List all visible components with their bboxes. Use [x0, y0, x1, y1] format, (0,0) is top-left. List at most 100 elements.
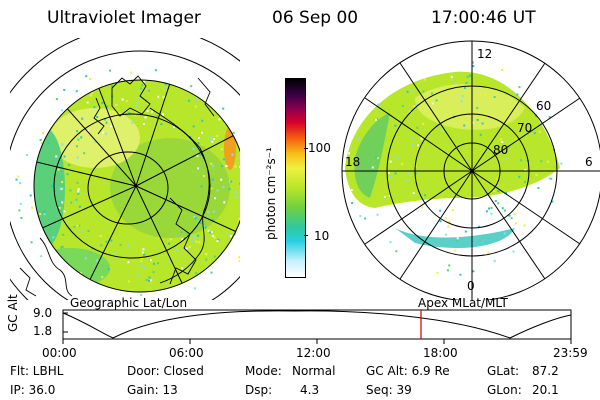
- noise-speck: [110, 125, 112, 128]
- noise-speck: [127, 261, 130, 264]
- noise-speck: [162, 113, 164, 116]
- noise-speck: [222, 158, 225, 161]
- noise-speck: [218, 118, 221, 121]
- noise-speck: [376, 157, 379, 159]
- noise-speck: [476, 119, 479, 121]
- noise-speck: [212, 210, 215, 213]
- orbit-ytick-max: 9.0: [33, 306, 53, 320]
- noise-speck: [145, 279, 148, 281]
- noise-speck: [412, 192, 415, 195]
- noise-speck: [501, 141, 504, 143]
- noise-speck: [85, 75, 88, 78]
- noise-speck: [460, 100, 463, 102]
- noise-speck: [512, 250, 515, 253]
- glon-label: GLon:: [487, 383, 522, 397]
- noise-speck: [121, 98, 124, 101]
- noise-speck: [144, 116, 147, 119]
- noise-speck: [238, 217, 240, 220]
- noise-speck: [504, 239, 507, 242]
- noise-speck: [75, 198, 78, 201]
- noise-speck: [143, 266, 145, 269]
- noise-speck: [466, 114, 469, 117]
- noise-speck: [40, 141, 43, 144]
- noise-speck: [376, 213, 379, 216]
- noise-speck: [216, 189, 219, 192]
- orbit-xtick-4: 23:59: [553, 346, 588, 360]
- noise-speck: [81, 117, 84, 120]
- noise-speck: [436, 271, 439, 274]
- noise-speck: [148, 89, 151, 92]
- mode-label: Mode:: [245, 364, 282, 378]
- noise-speck: [143, 80, 145, 83]
- noise-speck: [180, 231, 183, 234]
- noise-speck: [43, 210, 46, 213]
- noise-speck: [411, 143, 413, 146]
- noise-speck: [501, 207, 504, 210]
- noise-speck: [186, 231, 189, 234]
- noise-speck: [194, 236, 197, 239]
- noise-speck: [73, 225, 76, 228]
- noise-speck: [19, 202, 22, 205]
- gain-value: Gain: 13: [127, 383, 178, 397]
- noise-speck: [493, 96, 496, 98]
- noise-speck: [185, 247, 188, 250]
- noise-speck: [105, 240, 108, 243]
- noise-speck: [75, 274, 78, 276]
- noise-speck: [383, 196, 386, 199]
- noise-speck: [76, 130, 79, 133]
- noise-speck: [55, 98, 58, 101]
- noise-speck: [505, 192, 508, 194]
- noise-speck: [387, 250, 390, 253]
- noise-speck: [149, 259, 152, 262]
- noise-speck: [247, 161, 249, 163]
- noise-speck: [61, 181, 64, 184]
- glat-value: 87.2: [532, 364, 559, 378]
- noise-speck: [42, 132, 44, 135]
- noise-speck: [506, 73, 509, 76]
- noise-speck: [416, 103, 419, 106]
- noise-speck: [138, 96, 141, 99]
- noise-speck: [550, 177, 553, 180]
- noise-speck: [423, 78, 426, 81]
- noise-speck: [523, 224, 526, 227]
- apex-label: Apex MLat/MLT: [418, 296, 508, 310]
- noise-speck: [157, 262, 159, 265]
- noise-speck: [111, 85, 114, 87]
- noise-speck: [513, 213, 516, 216]
- noise-speck: [389, 176, 392, 179]
- noise-speck: [472, 65, 475, 68]
- noise-speck: [420, 137, 423, 140]
- noise-speck: [471, 121, 474, 124]
- noise-speck: [127, 280, 130, 283]
- noise-speck: [538, 193, 540, 196]
- noise-speck: [407, 172, 410, 175]
- noise-speck: [139, 264, 142, 267]
- noise-speck: [497, 190, 500, 192]
- noise-speck: [520, 159, 523, 162]
- lat-label-60: 60: [536, 99, 551, 113]
- noise-speck: [486, 247, 489, 250]
- noise-speck: [76, 156, 79, 159]
- noise-speck: [205, 258, 208, 261]
- noise-speck: [63, 88, 66, 91]
- noise-speck: [195, 98, 198, 101]
- noise-speck: [152, 271, 155, 274]
- noise-speck: [479, 133, 482, 136]
- noise-speck: [524, 181, 526, 184]
- noise-speck: [500, 138, 502, 141]
- noise-speck: [77, 138, 80, 141]
- noise-speck: [87, 230, 90, 232]
- noise-speck: [192, 148, 195, 150]
- noise-speck: [494, 200, 497, 202]
- noise-speck: [147, 279, 150, 282]
- noise-speck: [69, 189, 72, 192]
- colorbar-unit-label: photon cm⁻²s⁻¹: [264, 147, 278, 240]
- noise-speck: [142, 83, 145, 86]
- noise-speck: [496, 177, 499, 180]
- noise-speck: [560, 162, 563, 165]
- noise-speck: [484, 94, 486, 97]
- noise-speck: [146, 110, 149, 113]
- noise-speck: [63, 155, 66, 158]
- noise-speck: [102, 131, 104, 134]
- noise-speck: [192, 234, 195, 237]
